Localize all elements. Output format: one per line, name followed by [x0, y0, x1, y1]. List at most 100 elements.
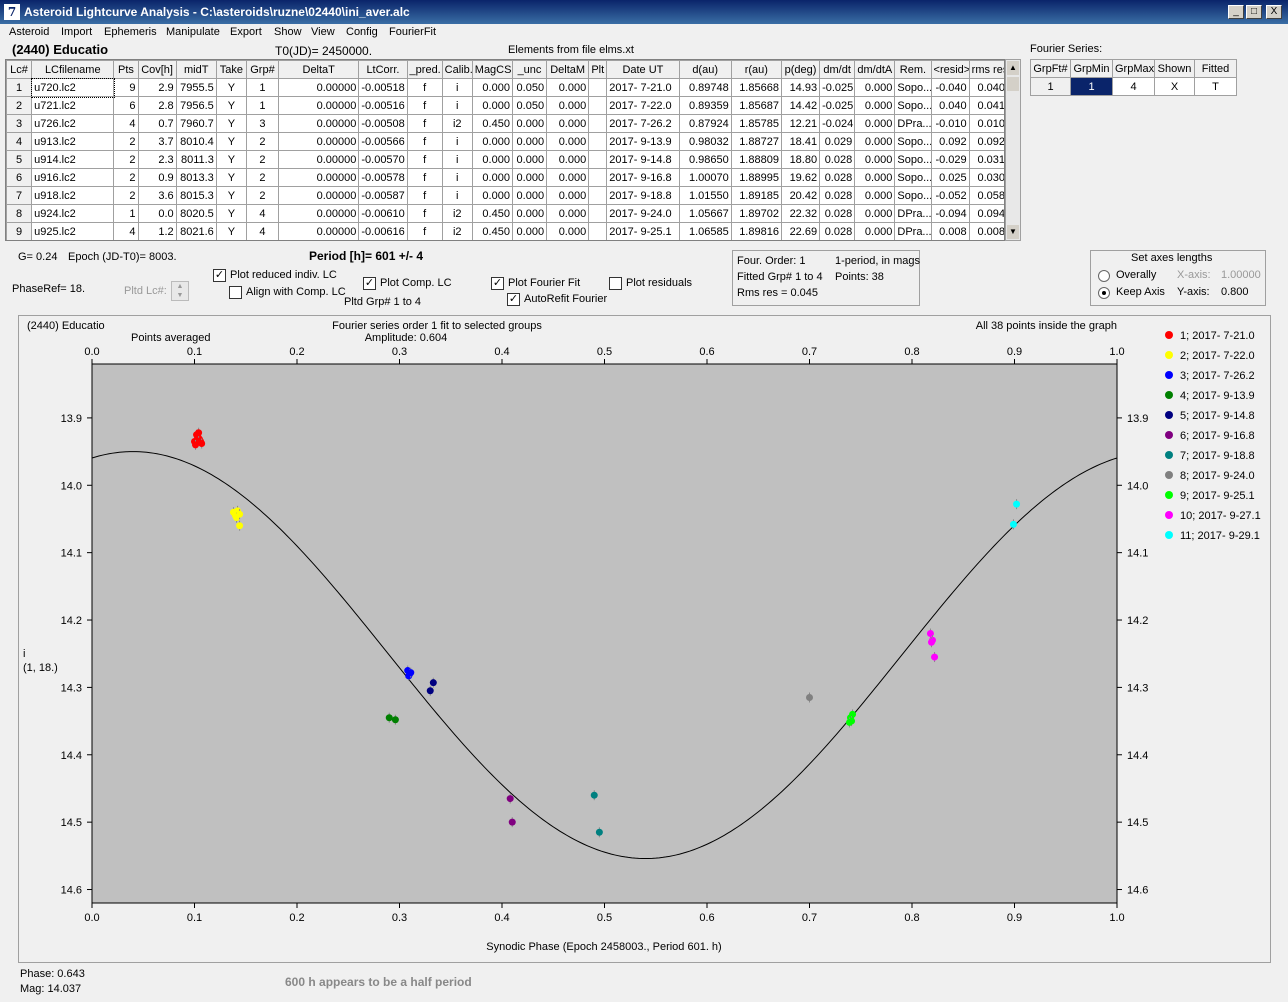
- table-cell[interactable]: 0.040: [930, 96, 970, 115]
- table-cell[interactable]: 18.80: [780, 150, 821, 169]
- table-cell[interactable]: [588, 168, 608, 187]
- table-cell[interactable]: 0.000: [546, 150, 590, 169]
- table-cell[interactable]: 0.031: [968, 150, 1004, 169]
- xaxis-value[interactable]: 1.00000: [1221, 269, 1261, 281]
- table-cell[interactable]: 1.85668: [730, 78, 782, 97]
- table-cell[interactable]: 1.88809: [730, 150, 782, 169]
- table-cell[interactable]: -0.010: [930, 114, 970, 133]
- plot-fourier-checkbox[interactable]: ✓: [491, 277, 504, 290]
- keep-axis-radio[interactable]: [1098, 287, 1110, 299]
- plot-resid-checkbox[interactable]: [609, 277, 622, 290]
- table-cell[interactable]: 0.00000: [278, 222, 360, 240]
- table-cell[interactable]: Y: [215, 78, 247, 97]
- maximize-button[interactable]: □: [1246, 5, 1262, 19]
- table-cell[interactable]: 22.69: [780, 222, 821, 240]
- table-cell[interactable]: i: [441, 150, 473, 169]
- table-cell[interactable]: 1: [245, 96, 280, 115]
- table-cell[interactable]: Y: [215, 114, 247, 133]
- table-row[interactable]: 1 u720.lc2 9 2.9 7955.5 Y 1 0.00000 -0.00518 f i 0.…: [6, 77, 1004, 98]
- yaxis-value[interactable]: 0.800: [1221, 286, 1249, 298]
- table-cell[interactable]: i: [441, 168, 473, 187]
- table-cell[interactable]: -0.00566: [358, 132, 408, 151]
- table-cell[interactable]: 0.028: [819, 150, 856, 169]
- table-cell[interactable]: -0.024: [819, 114, 856, 133]
- table-cell[interactable]: 1: [6, 78, 33, 97]
- column-header[interactable]: _unc: [511, 60, 548, 79]
- table-cell[interactable]: 1.88727: [730, 132, 782, 151]
- fourier-cell-grpmax[interactable]: 4: [1112, 77, 1155, 96]
- table-cell[interactable]: -0.00518: [358, 78, 408, 97]
- lightcurve-table[interactable]: Lc# LCfilename Pts Cov[h] midT Take Grp# DeltaT…: [6, 60, 1004, 240]
- table-cell[interactable]: 8015.3: [175, 186, 217, 205]
- table-cell[interactable]: 2: [113, 132, 139, 151]
- table-cell[interactable]: 0.98032: [678, 132, 732, 151]
- column-header[interactable]: Pts: [113, 60, 139, 79]
- table-cell[interactable]: 0.040: [968, 78, 1004, 97]
- table-cell[interactable]: Y: [215, 222, 247, 240]
- table-cell[interactable]: 0.00000: [278, 186, 360, 205]
- table-cell[interactable]: 1.89185: [730, 186, 782, 205]
- menu-fourierfit[interactable]: FourierFit: [389, 26, 437, 38]
- table-cell[interactable]: f: [406, 78, 443, 97]
- table-cell[interactable]: -0.029: [930, 150, 970, 169]
- table-cell[interactable]: 0.050: [511, 78, 548, 97]
- table-cell[interactable]: 2: [6, 96, 33, 115]
- table-cell[interactable]: -0.00616: [358, 222, 408, 240]
- table-cell[interactable]: -0.052: [930, 186, 970, 205]
- column-header[interactable]: r(au): [730, 60, 782, 79]
- table-cell[interactable]: u925.lc2: [31, 222, 115, 240]
- table-cell[interactable]: [588, 186, 608, 205]
- column-header[interactable]: Plt: [588, 60, 608, 79]
- table-cell[interactable]: 0.000: [854, 222, 896, 240]
- table-cell[interactable]: 0.000: [546, 168, 590, 187]
- table-cell[interactable]: 1.85785: [730, 114, 782, 133]
- table-cell[interactable]: DPra...: [894, 204, 932, 223]
- table-cell[interactable]: 7956.5: [175, 96, 217, 115]
- table-cell[interactable]: -0.00516: [358, 96, 408, 115]
- table-cell[interactable]: 4: [245, 204, 280, 223]
- table-cell[interactable]: -0.025: [819, 96, 856, 115]
- table-cell[interactable]: 3.6: [137, 186, 177, 205]
- table-cell[interactable]: 0.058: [968, 186, 1004, 205]
- table-cell[interactable]: 7960.7: [175, 114, 217, 133]
- table-cell[interactable]: 0.89748: [678, 78, 732, 97]
- table-cell[interactable]: 6: [113, 96, 139, 115]
- table-cell[interactable]: 8013.3: [175, 168, 217, 187]
- table-cell[interactable]: 2: [113, 168, 139, 187]
- table-cell[interactable]: -0.040: [930, 78, 970, 97]
- table-cell[interactable]: 0.000: [854, 150, 896, 169]
- table-row[interactable]: 5 u914.lc2 2 2.3 8011.3 Y 2 0.00000 -0.00570 f i 0.…: [6, 150, 1004, 169]
- table-cell[interactable]: 0.029: [819, 132, 856, 151]
- table-cell[interactable]: 2017- 7-26.2: [606, 114, 680, 133]
- table-cell[interactable]: 8020.5: [175, 204, 217, 223]
- table-cell[interactable]: [588, 114, 608, 133]
- table-cell[interactable]: 0.000: [546, 78, 590, 97]
- spin-up-icon[interactable]: ▲: [176, 283, 184, 290]
- table-cell[interactable]: 4: [6, 132, 33, 151]
- table-cell[interactable]: 0.008: [968, 222, 1004, 240]
- table-cell[interactable]: -0.094: [930, 204, 970, 223]
- table-cell[interactable]: 18.41: [780, 132, 821, 151]
- table-cell[interactable]: 0.00000: [278, 96, 360, 115]
- table-cell[interactable]: 0.000: [546, 132, 590, 151]
- table-cell[interactable]: u924.lc2: [31, 204, 115, 223]
- lightcurve-plot[interactable]: 0.0 0.0 0.1 0.1 0.2 0.2 0.3 0.3 0.4 0.4 0.5 0.5 0.6 0…: [18, 315, 1271, 963]
- table-cell[interactable]: Y: [215, 186, 247, 205]
- table-cell[interactable]: 0.000: [511, 204, 548, 223]
- table-cell[interactable]: 22.32: [780, 204, 821, 223]
- table-cell[interactable]: 0.000: [546, 222, 590, 240]
- autorefit-checkbox[interactable]: ✓: [507, 293, 520, 306]
- table-cell[interactable]: 0.000: [546, 186, 590, 205]
- table-cell[interactable]: f: [406, 204, 443, 223]
- table-cell[interactable]: u913.lc2: [31, 132, 115, 151]
- table-cell[interactable]: f: [406, 150, 443, 169]
- fourier-cell-fitted[interactable]: T: [1194, 77, 1237, 96]
- table-cell[interactable]: 0.008: [930, 222, 970, 240]
- table-cell[interactable]: Y: [215, 150, 247, 169]
- table-cell[interactable]: 4: [113, 114, 139, 133]
- table-cell[interactable]: f: [406, 168, 443, 187]
- table-cell[interactable]: 2017- 7-22.0: [606, 96, 680, 115]
- table-row[interactable]: 6 u916.lc2 2 0.9 8013.3 Y 2 0.00000 -0.00578 f i 0.…: [6, 168, 1004, 187]
- table-cell[interactable]: 7955.5: [175, 78, 217, 97]
- table-cell[interactable]: 0.028: [819, 204, 856, 223]
